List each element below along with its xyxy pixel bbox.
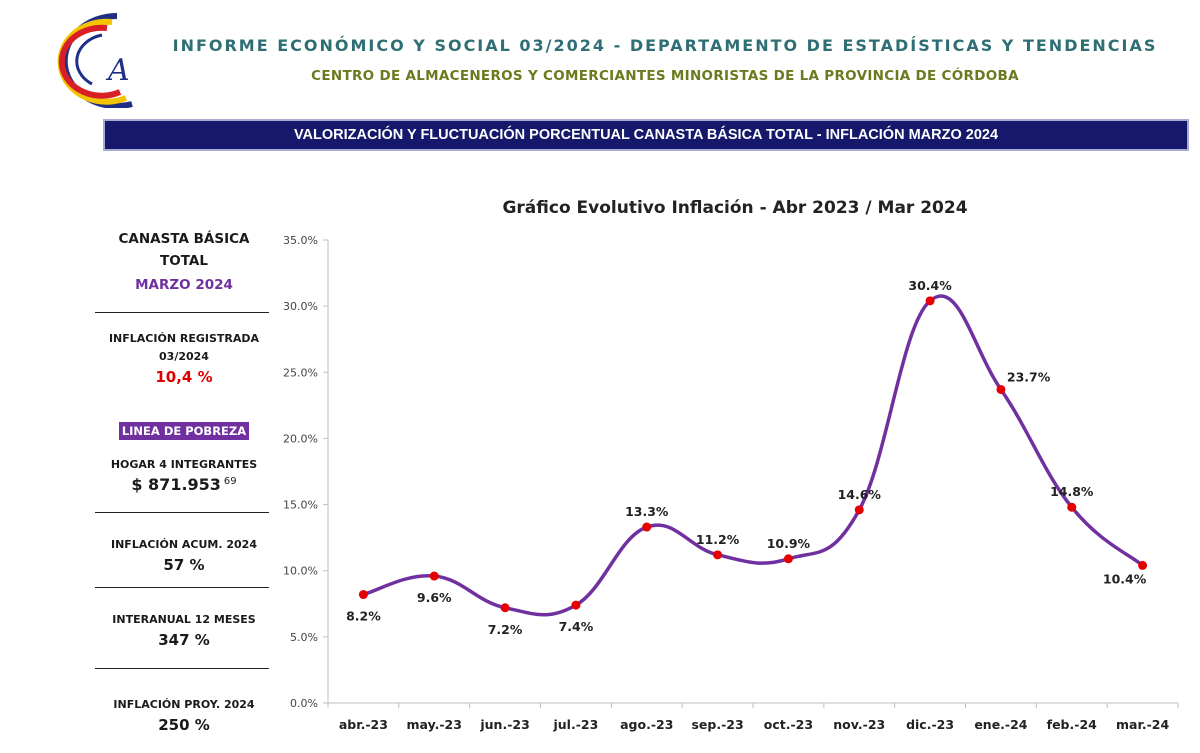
data-label: 7.2% [488,622,523,637]
y-tick-label: 30.0% [283,300,318,313]
header-subtitle: CENTRO DE ALMACENEROS Y COMERCIANTES MIN… [311,68,1019,84]
divider [95,312,269,313]
data-label: 14.8% [1050,484,1094,499]
data-point [429,571,439,581]
x-tick-label: ene.-24 [974,717,1027,732]
y-tick-label: 25.0% [283,366,318,379]
proj-label: INFLACIÓN PROY. 2024 [113,698,255,711]
summary-heading-line1: CANASTA BÁSICA [118,231,250,247]
divider [95,668,269,669]
chart-title: Gráfico Evolutivo Inflación - Abr 2023 /… [502,198,968,218]
data-label: 11.2% [696,532,740,547]
data-point [1138,560,1148,570]
x-tick-label: oct.-23 [764,717,813,732]
data-point [500,603,510,613]
y-tick-label: 20.0% [283,432,318,445]
y-tick-label: 5.0% [290,631,318,644]
data-point [713,550,723,560]
x-tick-label: dic.-23 [906,717,954,732]
accum-label: INFLACIÓN ACUM. 2024 [111,538,257,551]
summary-heading-line2: TOTAL [160,253,208,269]
data-label: 13.3% [625,504,669,519]
yoy-label: INTERANUAL 12 MESES [112,613,256,626]
header-title: INFORME ECONÓMICO Y SOCIAL 03/2024 - DEP… [172,36,1158,55]
poverty-line-badge: LINEA DE POBREZA [118,422,250,440]
household-value-row: $ 871.953 69 [95,475,273,494]
series-line [362,294,1144,617]
household-cents: 69 [223,475,237,487]
inflation-label-line1: INFLACIÓN REGISTRADA [108,332,260,345]
x-tick-label: sep.-23 [691,717,743,732]
household-label: HOGAR 4 INTEGRANTES [110,458,258,471]
divider [95,512,269,513]
y-tick-label: 0.0% [290,697,318,710]
household-value: $ 871.953 [131,475,221,494]
data-point [854,505,864,515]
report-banner: VALORIZACIÓN Y FLUCTUACIÓN PORCENTUAL CA… [103,119,1189,151]
x-tick-label: jul.-23 [553,717,599,732]
y-tick-label: 15.0% [283,499,318,512]
data-point [996,384,1006,394]
data-point [642,522,652,532]
divider [95,587,269,588]
data-label: 8.2% [346,609,381,624]
data-label: 30.4% [908,278,952,293]
data-point [358,590,368,600]
inflation-label-line2: 03/2024 [159,350,209,363]
data-point [925,296,935,306]
y-tick-label: 10.0% [283,565,318,578]
data-point [1067,502,1077,512]
proj-value: 250 % [158,716,210,734]
data-label: 10.9% [767,536,811,551]
x-tick-label: jun.-23 [479,717,529,732]
accum-value: 57 % [163,556,205,574]
data-label: 14.6% [838,487,882,502]
data-label: 10.4% [1103,571,1147,586]
x-tick-label: may.-23 [407,717,462,732]
y-tick-label: 35.0% [283,234,318,247]
x-tick-label: abr.-23 [339,717,388,732]
data-point [571,600,581,610]
inflation-value: 10,4 % [155,368,213,386]
yoy-value: 347 % [158,631,210,649]
logo: A [57,12,133,108]
x-tick-label: ago.-23 [620,717,673,732]
x-tick-label: mar.-24 [1116,717,1169,732]
logo-letter: A [105,53,130,88]
x-tick-label: feb.-24 [1047,717,1097,732]
data-label: 23.7% [1007,369,1051,384]
data-label: 7.4% [559,619,594,634]
summary-period: MARZO 2024 [135,277,233,293]
data-point [783,554,793,564]
x-tick-label: nov.-23 [833,717,885,732]
data-label: 9.6% [417,590,452,605]
